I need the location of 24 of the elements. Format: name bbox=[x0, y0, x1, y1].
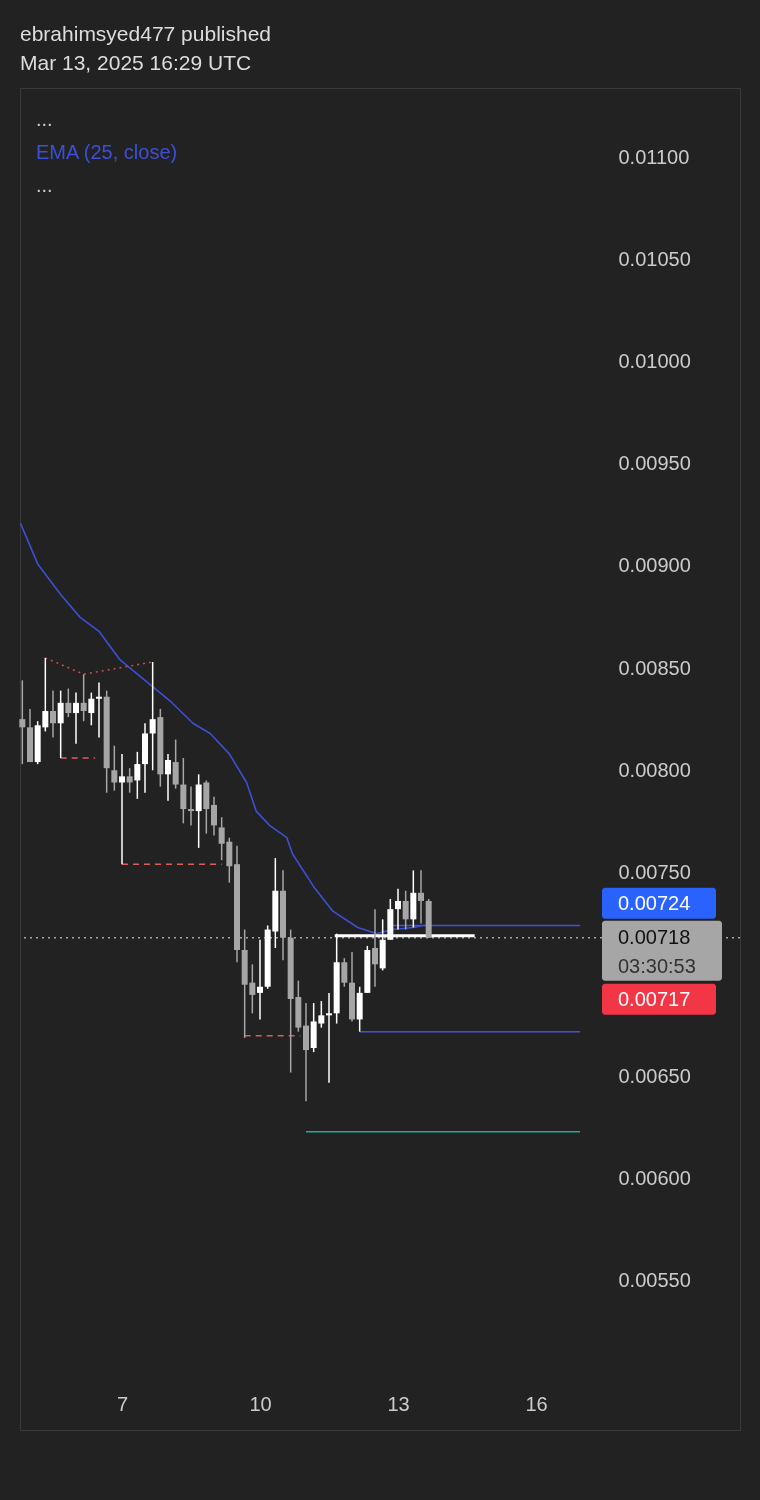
y-tick-label: 0.00900 bbox=[618, 554, 691, 577]
chart-title: ebrahimsyed477 published bbox=[20, 22, 272, 45]
y-tick-label: 0.00650 bbox=[618, 1065, 691, 1088]
y-tick-label: 0.00550 bbox=[618, 1269, 691, 1292]
x-tick-label: 16 bbox=[525, 1392, 548, 1415]
y-tick-label: 0.00950 bbox=[618, 452, 691, 475]
text: EMA (25, close) bbox=[36, 141, 178, 163]
y-tick-label: 0.00850 bbox=[618, 656, 691, 679]
y-tick-label: 0.01100 bbox=[618, 145, 690, 168]
annotation: ... bbox=[36, 108, 53, 130]
x-tick-label: 7 bbox=[116, 1392, 129, 1415]
annotation: ... bbox=[36, 174, 53, 196]
y-tick-label: 0.00600 bbox=[618, 1167, 691, 1190]
y-tick-label: 0.00750 bbox=[618, 860, 691, 883]
annotation: 0.00724 bbox=[618, 891, 691, 914]
ref-line-label: 0.00718 bbox=[618, 925, 691, 948]
y-tick-label: 0.01000 bbox=[618, 350, 691, 373]
x-tick-label: 10 bbox=[249, 1392, 272, 1415]
annotation: 0.00717 bbox=[618, 987, 691, 1010]
annotation: 03:30:53 bbox=[618, 954, 696, 977]
chart-subtitle: Mar 13, 2025 16:29 UTC bbox=[20, 51, 252, 74]
y-tick-label: 0.00800 bbox=[618, 758, 691, 781]
x-tick-label: 13 bbox=[387, 1392, 410, 1415]
y-tick-label: 0.01050 bbox=[618, 248, 691, 271]
